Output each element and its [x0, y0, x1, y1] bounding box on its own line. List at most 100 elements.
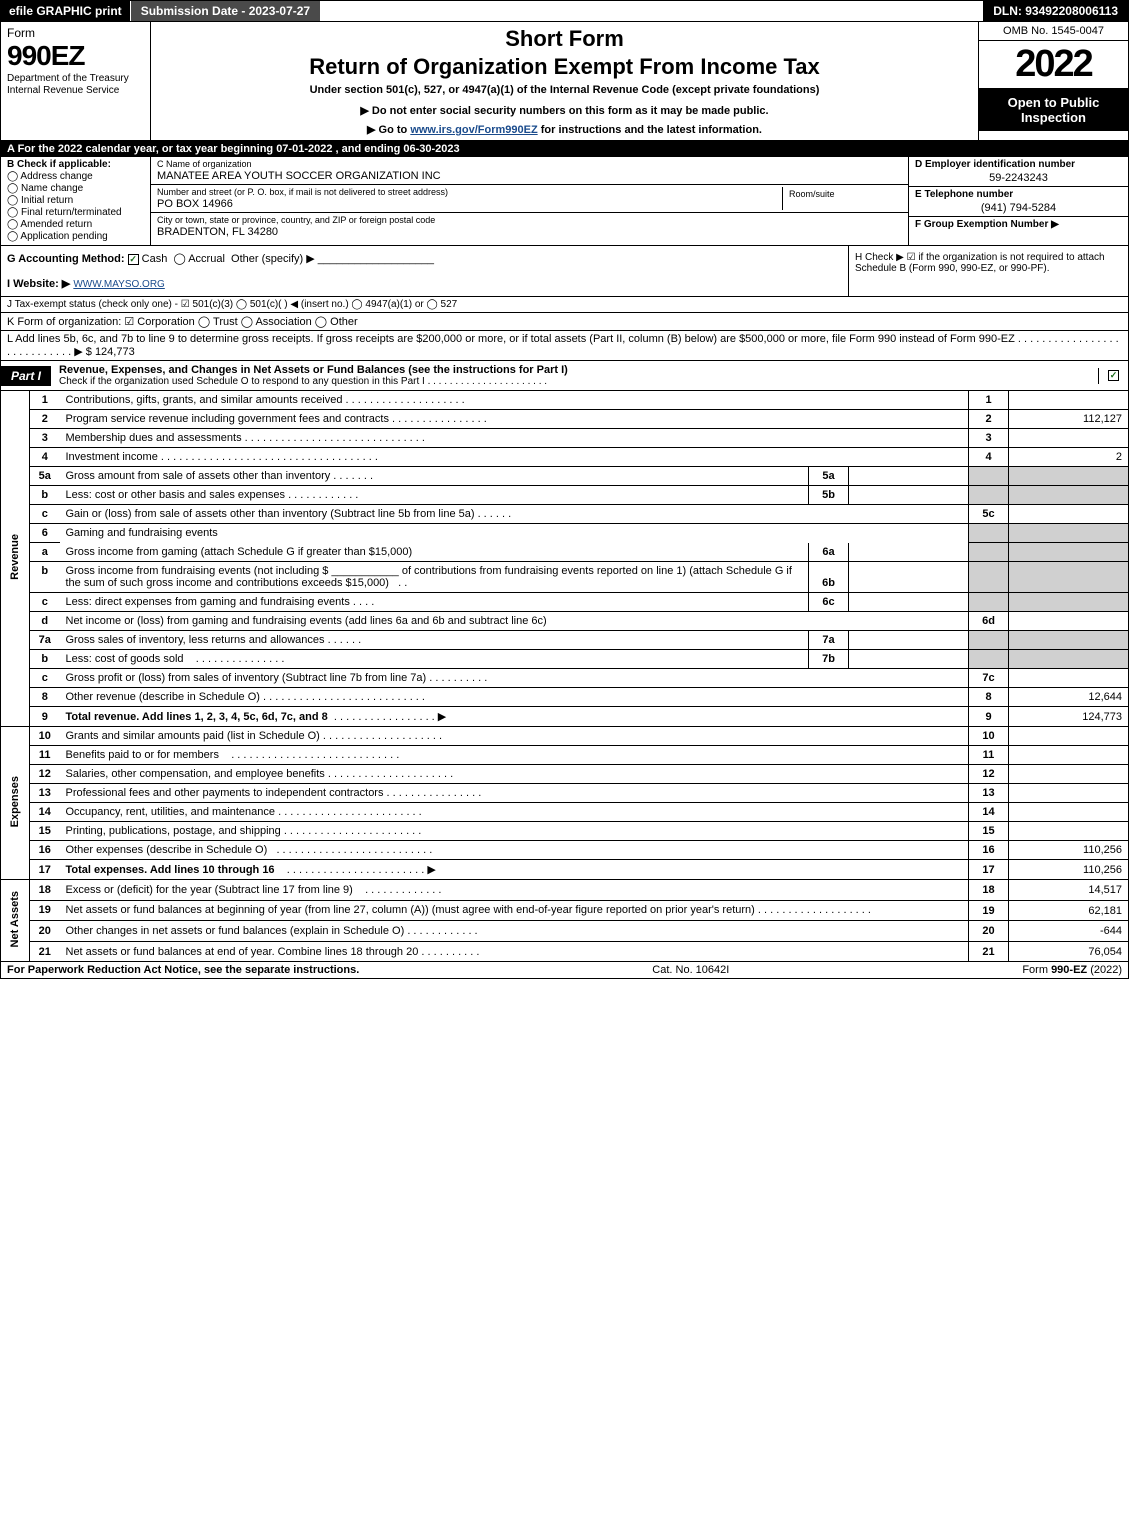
line-10: Expenses 10 Grants and similar amounts p…	[1, 727, 1129, 746]
part-1-title: Revenue, Expenses, and Changes in Net As…	[51, 361, 1098, 390]
return-title: Return of Organization Exempt From Incom…	[161, 54, 968, 80]
section-g-accounting: G Accounting Method: Cash ◯ Accrual Othe…	[1, 246, 848, 296]
line-8: 8 Other revenue (describe in Schedule O)…	[1, 688, 1129, 707]
line-6c: c Less: direct expenses from gaming and …	[1, 593, 1129, 612]
section-a-tax-year: A For the 2022 calendar year, or tax yea…	[0, 141, 1129, 157]
section-h-schedule-b: H Check ▶ ☑ if the organization is not r…	[848, 246, 1128, 296]
line-21: 21 Net assets or fund balances at end of…	[1, 941, 1129, 962]
line-9: 9 Total revenue. Add lines 1, 2, 3, 4, 5…	[1, 707, 1129, 727]
line-12: 12 Salaries, other compensation, and emp…	[1, 765, 1129, 784]
group-exemption-row: F Group Exemption Number ▶	[909, 217, 1128, 245]
line-15: 15 Printing, publications, postage, and …	[1, 822, 1129, 841]
line-7c: c Gross profit or (loss) from sales of i…	[1, 669, 1129, 688]
line-17: 17 Total expenses. Add lines 10 through …	[1, 860, 1129, 880]
part-1-header: Part I Revenue, Expenses, and Changes in…	[0, 361, 1129, 391]
street-label: Number and street (or P. O. box, if mail…	[157, 187, 448, 197]
ein-val: 59-2243243	[915, 170, 1122, 184]
line-16: 16 Other expenses (describe in Schedule …	[1, 841, 1129, 860]
header-center: Short Form Return of Organization Exempt…	[151, 22, 978, 140]
line-3: 3 Membership dues and assessments . . . …	[1, 429, 1129, 448]
top-bar: efile GRAPHIC print Submission Date - 20…	[0, 0, 1129, 22]
chk-address-change[interactable]: ◯ Address change	[7, 171, 144, 182]
accrual-label: Accrual	[188, 253, 225, 265]
phone-val: (941) 794-5284	[915, 200, 1122, 214]
city-label: City or town, state or province, country…	[157, 215, 435, 225]
line-6: 6 Gaming and fundraising events	[1, 524, 1129, 543]
line-5b: b Less: cost or other basis and sales ex…	[1, 486, 1129, 505]
org-name-row: C Name of organization MANATEE AREA YOUT…	[151, 157, 908, 185]
phone-row: E Telephone number (941) 794-5284	[909, 187, 1128, 217]
ein-label: D Employer identification number	[915, 159, 1075, 170]
footer-center: Cat. No. 10642I	[652, 964, 729, 976]
website-link[interactable]: WWW.MAYSO.ORG	[73, 279, 164, 290]
line-14: 14 Occupancy, rent, utilities, and maint…	[1, 803, 1129, 822]
org-name-label: C Name of organization	[157, 159, 252, 169]
line-20: 20 Other changes in net assets or fund b…	[1, 921, 1129, 942]
city-row: City or town, state or province, country…	[151, 213, 908, 240]
ein-row: D Employer identification number 59-2243…	[909, 157, 1128, 187]
expenses-side-label: Expenses	[1, 727, 30, 880]
line-6a: a Gross income from gaming (attach Sched…	[1, 543, 1129, 562]
accounting-label: G Accounting Method:	[7, 253, 125, 265]
chk-final-return[interactable]: ◯ Final return/terminated	[7, 207, 144, 218]
chk-application-pending[interactable]: ◯ Application pending	[7, 231, 144, 242]
chk-initial-return[interactable]: ◯ Initial return	[7, 195, 144, 206]
net-assets-side-label: Net Assets	[1, 880, 30, 962]
efile-label[interactable]: efile GRAPHIC print	[1, 1, 130, 21]
line-18: Net Assets 18 Excess or (deficit) for th…	[1, 880, 1129, 901]
section-l-amount: 124,773	[95, 346, 135, 358]
line-13: 13 Professional fees and other payments …	[1, 784, 1129, 803]
page-footer: For Paperwork Reduction Act Notice, see …	[0, 962, 1129, 979]
city-val: BRADENTON, FL 34280	[157, 226, 902, 238]
line-2: 2 Program service revenue including gove…	[1, 410, 1129, 429]
website-label: I Website: ▶	[7, 278, 70, 290]
line-7a: 7a Gross sales of inventory, less return…	[1, 631, 1129, 650]
part-1-label: Part I	[1, 366, 51, 386]
chk-name-change[interactable]: ◯ Name change	[7, 183, 144, 194]
part-1-title-text: Revenue, Expenses, and Changes in Net As…	[59, 364, 568, 376]
line-1: Revenue 1 Contributions, gifts, grants, …	[1, 391, 1129, 410]
section-l-text: L Add lines 5b, 6c, and 7b to line 9 to …	[7, 333, 1119, 358]
goto-pre: ▶ Go to	[367, 124, 410, 136]
section-b-label: B Check if applicable:	[7, 159, 111, 170]
part-1-sub: Check if the organization used Schedule …	[59, 376, 1090, 387]
revenue-side-label: Revenue	[1, 391, 30, 727]
section-k-form-org: K Form of organization: ☑ Corporation ◯ …	[0, 313, 1129, 331]
section-l-gross-receipts: L Add lines 5b, 6c, and 7b to line 9 to …	[0, 331, 1129, 361]
chk-amended-return[interactable]: ◯ Amended return	[7, 219, 144, 230]
room-suite: Room/suite	[782, 187, 902, 210]
part-1-checkbox[interactable]	[1098, 368, 1128, 384]
header-right: OMB No. 1545-0047 2022 Open to Public In…	[978, 22, 1128, 140]
do-not-enter: ▶ Do not enter social security numbers o…	[161, 104, 968, 117]
footer-left: For Paperwork Reduction Act Notice, see …	[7, 964, 359, 976]
lines-table: Revenue 1 Contributions, gifts, grants, …	[0, 391, 1129, 962]
form-label: Form	[7, 26, 35, 40]
chk-cash[interactable]	[128, 254, 139, 265]
line-19: 19 Net assets or fund balances at beginn…	[1, 900, 1129, 921]
open-public-badge: Open to Public Inspection	[979, 88, 1128, 131]
header-left: Form 990EZ Department of the Treasury In…	[1, 22, 151, 140]
section-b-checkboxes: B Check if applicable: ◯ Address change …	[1, 157, 151, 245]
other-label: Other (specify) ▶	[231, 253, 315, 265]
goto-instructions: ▶ Go to www.irs.gov/Form990EZ for instru…	[161, 123, 968, 136]
group-exemption-label: F Group Exemption Number ▶	[915, 219, 1059, 230]
form-number: 990EZ	[7, 40, 85, 71]
line-4: 4 Investment income . . . . . . . . . . …	[1, 448, 1129, 467]
spacer	[320, 1, 983, 21]
section-c-org-info: C Name of organization MANATEE AREA YOUT…	[151, 157, 908, 245]
section-j-tax-exempt: J Tax-exempt status (check only one) - ☑…	[0, 297, 1129, 313]
under-section: Under section 501(c), 527, or 4947(a)(1)…	[161, 84, 968, 96]
org-name: MANATEE AREA YOUTH SOCCER ORGANIZATION I…	[157, 170, 902, 182]
submission-date: Submission Date - 2023-07-27	[130, 1, 320, 21]
omb-number: OMB No. 1545-0047	[979, 22, 1128, 41]
line-5c: c Gain or (loss) from sale of assets oth…	[1, 505, 1129, 524]
phone-label: E Telephone number	[915, 189, 1013, 200]
goto-link[interactable]: www.irs.gov/Form990EZ	[410, 124, 537, 136]
line-11: 11 Benefits paid to or for members . . .…	[1, 746, 1129, 765]
footer-right: Form 990-EZ (2022)	[1022, 964, 1122, 976]
street-row: Number and street (or P. O. box, if mail…	[151, 185, 908, 213]
line-6d: d Net income or (loss) from gaming and f…	[1, 612, 1129, 631]
department-label: Department of the Treasury Internal Reve…	[7, 73, 129, 96]
section-def: D Employer identification number 59-2243…	[908, 157, 1128, 245]
row-bcd: B Check if applicable: ◯ Address change …	[0, 157, 1129, 246]
